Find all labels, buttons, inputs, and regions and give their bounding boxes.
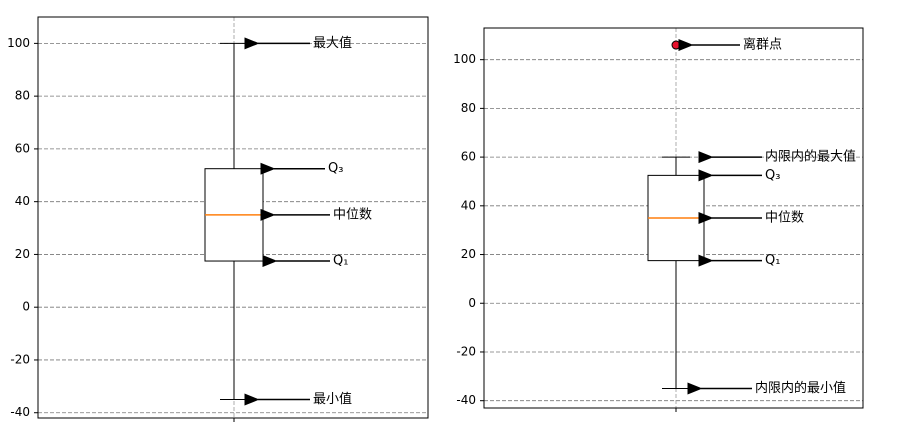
y-tick-label: 40 <box>15 194 30 208</box>
y-tick-label: 0 <box>22 300 30 314</box>
y-tick-label: 40 <box>461 198 476 212</box>
annotation: 内限内的最大值 <box>765 149 856 165</box>
annotation: 内限内的最小值 <box>755 380 846 396</box>
outlier <box>671 40 681 50</box>
annotation: 中位数 <box>333 207 372 222</box>
annotation: 最小值 <box>313 391 352 407</box>
annotation: Q₁ <box>333 254 348 269</box>
y-tick-label: 80 <box>461 101 476 115</box>
y-tick-label: -20 <box>456 344 476 358</box>
annotation: 离群点 <box>743 37 782 53</box>
annotation: Q₃ <box>328 161 343 176</box>
y-tick-label: 100 <box>7 36 30 50</box>
y-tick-label: 20 <box>15 247 30 261</box>
annotation: 中位数 <box>765 211 804 226</box>
y-tick-label: -40 <box>456 393 476 407</box>
y-tick-label: -20 <box>10 352 30 366</box>
y-tick-label: 20 <box>461 247 476 261</box>
y-tick-label: 60 <box>461 150 476 164</box>
y-tick-label: 100 <box>453 52 476 66</box>
y-tick-label: 80 <box>15 89 30 103</box>
y-tick-label: 0 <box>468 296 476 310</box>
annotation: Q₃ <box>765 168 780 183</box>
plot-frame <box>483 27 864 409</box>
y-tick-label: -40 <box>10 405 30 419</box>
annotation: Q₁ <box>765 253 780 268</box>
plot-frame <box>37 16 429 419</box>
y-tick-label: 60 <box>15 141 30 155</box>
annotation: 最大值 <box>313 35 352 51</box>
